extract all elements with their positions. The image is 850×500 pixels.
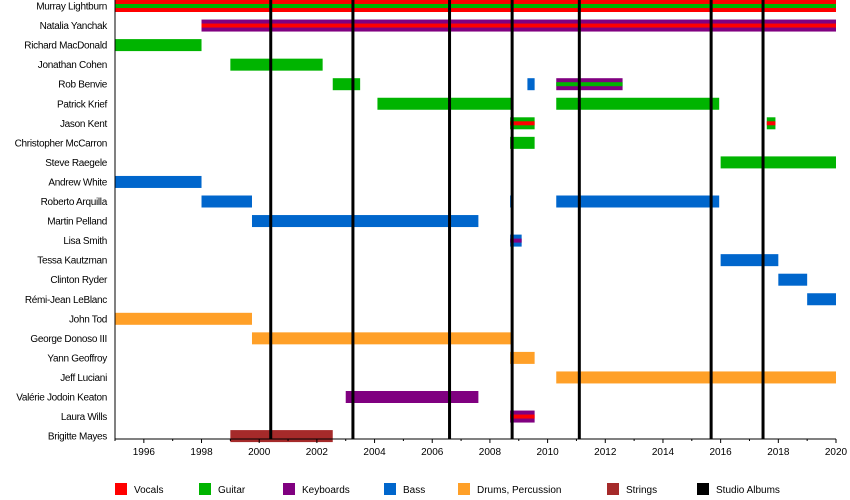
- x-tick-label: 2004: [363, 447, 386, 458]
- member-label: Rob Benvie: [58, 80, 107, 91]
- legend-swatch: [697, 483, 709, 495]
- member-bar: [510, 136, 535, 149]
- x-tick-label: 2020: [825, 447, 848, 458]
- member-bar: [527, 78, 535, 91]
- member-bar: [115, 312, 252, 325]
- member-label: Christopher McCarron: [15, 138, 107, 149]
- legend-swatch: [607, 483, 619, 495]
- member-bar: [807, 293, 836, 306]
- member-label: Yann Geoffroy: [47, 353, 107, 364]
- legend-label: Keyboards: [302, 485, 350, 496]
- member-label: Steve Raegele: [45, 158, 107, 169]
- legend-label: Vocals: [134, 485, 163, 496]
- member-label: Brigitte Mayes: [48, 432, 107, 443]
- x-tick-label: 2006: [421, 447, 444, 458]
- member-bar: [115, 175, 202, 188]
- member-bar: [720, 254, 779, 267]
- member-bar: [251, 332, 513, 345]
- member-label: Andrew White: [48, 177, 107, 188]
- member-bar: [251, 215, 479, 228]
- member-bar: [556, 97, 720, 110]
- member-bar-secondary-role: [766, 121, 776, 126]
- member-bar: [115, 39, 202, 52]
- x-tick-label: 2012: [594, 447, 617, 458]
- legend-swatch: [199, 483, 211, 495]
- member-label: Jason Kent: [60, 119, 108, 130]
- member-bar: [556, 195, 720, 208]
- member-label: Murray Lightburn: [36, 2, 107, 13]
- legend-label: Drums, Percussion: [477, 485, 561, 496]
- legend-swatch: [283, 483, 295, 495]
- member-bar: [556, 371, 836, 384]
- legend-swatch: [384, 483, 396, 495]
- legend-label: Bass: [403, 485, 425, 496]
- member-bar-secondary-role: [201, 23, 836, 28]
- legend-label: Guitar: [218, 485, 246, 496]
- x-tick-label: 2002: [306, 447, 329, 458]
- x-tick-label: 1998: [190, 447, 213, 458]
- x-tick-label: 2008: [479, 447, 502, 458]
- x-tick-label: 2018: [767, 447, 790, 458]
- member-label: Richard MacDonald: [24, 41, 107, 52]
- member-bar-secondary-role: [510, 238, 522, 243]
- member-label: George Donoso III: [30, 334, 107, 345]
- member-label: Jeff Luciani: [60, 373, 107, 384]
- member-label: John Tod: [69, 314, 107, 325]
- member-bar: [332, 78, 361, 91]
- member-label: Rémi-Jean LeBlanc: [25, 295, 107, 306]
- member-bar-secondary-role: [510, 414, 535, 419]
- member-label: Jonathan Cohen: [38, 60, 107, 71]
- x-tick-label: 2016: [710, 447, 733, 458]
- member-bar: [510, 351, 535, 364]
- member-label: Natalia Yanchak: [40, 21, 109, 32]
- x-tick-label: 1996: [133, 447, 156, 458]
- member-bar-secondary-role: [115, 4, 836, 8]
- legend-label: Studio Albums: [716, 485, 780, 496]
- legend-swatch: [458, 483, 470, 495]
- member-bar: [230, 58, 323, 71]
- member-label: Tessa Kautzman: [37, 256, 107, 267]
- member-bar-secondary-role: [556, 82, 623, 87]
- member-label: Patrick Krief: [57, 99, 108, 110]
- x-tick-label: 2014: [652, 447, 675, 458]
- x-tick-label: 2010: [536, 447, 559, 458]
- legend-label: Strings: [626, 485, 657, 496]
- bars-group: [115, 0, 836, 443]
- member-bar: [778, 273, 808, 286]
- member-label: Clinton Ryder: [50, 275, 108, 286]
- member-bar: [201, 195, 252, 208]
- x-tick-label: 2000: [248, 447, 271, 458]
- member-bar: [230, 430, 333, 443]
- member-label: Martin Pelland: [47, 217, 107, 228]
- member-label: Roberto Arquilla: [41, 197, 108, 208]
- member-label: Valérie Jodoin Keaton: [16, 393, 107, 404]
- member-label: Lisa Smith: [63, 236, 107, 247]
- member-bar: [377, 97, 513, 110]
- legend-swatch: [115, 483, 127, 495]
- member-bar-secondary-role: [510, 121, 535, 126]
- member-bar: [720, 156, 836, 169]
- member-bar: [345, 391, 479, 403]
- member-label: Laura Wills: [61, 412, 107, 423]
